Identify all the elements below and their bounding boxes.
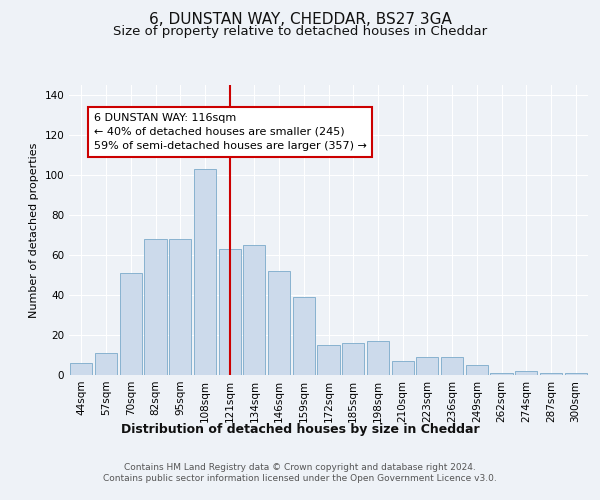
Text: 6 DUNSTAN WAY: 116sqm
← 40% of detached houses are smaller (245)
59% of semi-det: 6 DUNSTAN WAY: 116sqm ← 40% of detached … — [94, 113, 367, 151]
Bar — [145, 239, 167, 375]
Bar — [515, 371, 538, 375]
Bar — [565, 373, 587, 375]
Text: Contains public sector information licensed under the Open Government Licence v3: Contains public sector information licen… — [103, 474, 497, 483]
Text: Size of property relative to detached houses in Cheddar: Size of property relative to detached ho… — [113, 25, 487, 38]
Text: 6, DUNSTAN WAY, CHEDDAR, BS27 3GA: 6, DUNSTAN WAY, CHEDDAR, BS27 3GA — [149, 12, 451, 28]
Bar — [392, 361, 414, 375]
Bar — [540, 373, 562, 375]
Bar — [293, 297, 315, 375]
Bar — [95, 353, 117, 375]
Bar — [441, 357, 463, 375]
Bar — [70, 363, 92, 375]
Bar — [268, 271, 290, 375]
Bar — [367, 341, 389, 375]
Bar — [243, 245, 265, 375]
Bar — [416, 357, 439, 375]
Y-axis label: Number of detached properties: Number of detached properties — [29, 142, 39, 318]
Bar — [342, 343, 364, 375]
Text: Distribution of detached houses by size in Cheddar: Distribution of detached houses by size … — [121, 422, 479, 436]
Bar — [218, 249, 241, 375]
Bar — [194, 169, 216, 375]
Bar — [317, 345, 340, 375]
Bar — [169, 239, 191, 375]
Bar — [466, 365, 488, 375]
Text: Contains HM Land Registry data © Crown copyright and database right 2024.: Contains HM Land Registry data © Crown c… — [124, 462, 476, 471]
Bar — [490, 373, 512, 375]
Bar — [119, 273, 142, 375]
